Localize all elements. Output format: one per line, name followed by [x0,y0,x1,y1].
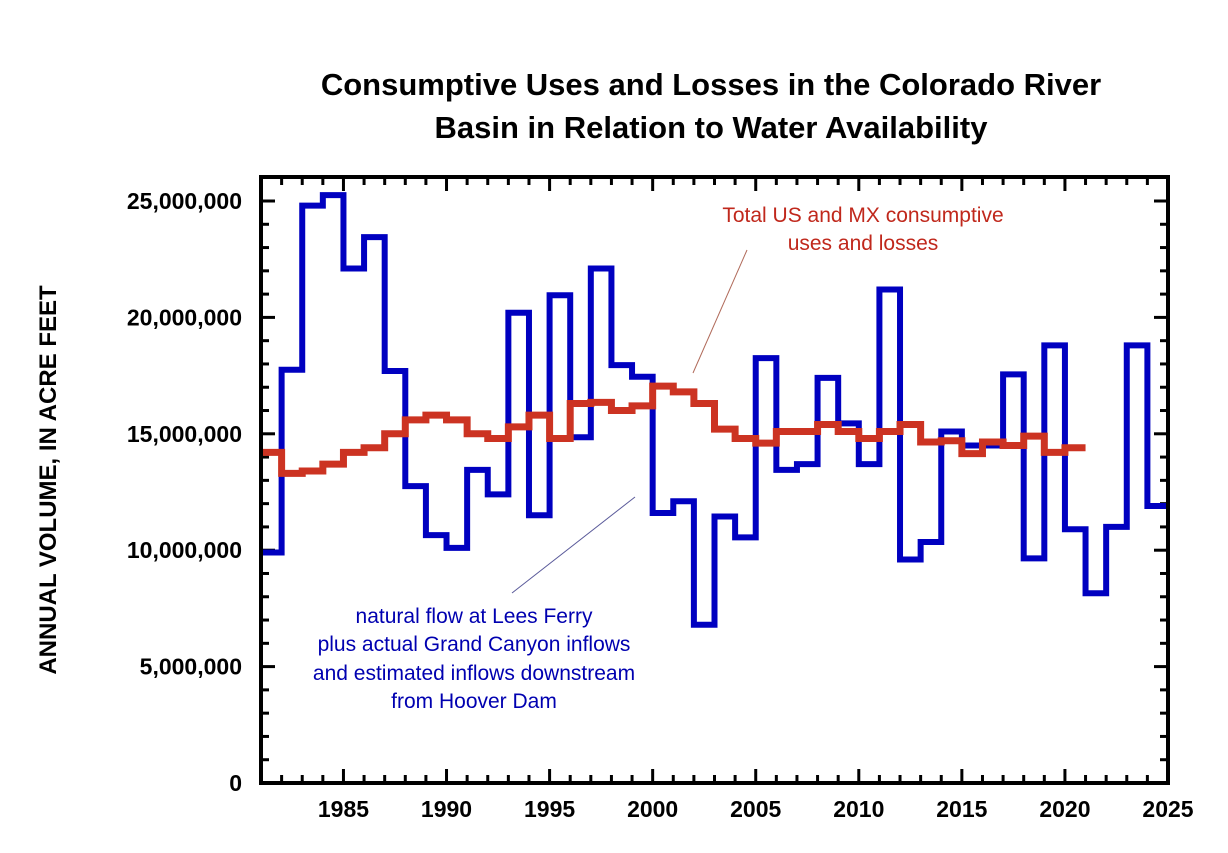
annotation-pointer-blue [511,496,636,594]
y-tick-label: 10,000,000 [127,537,242,563]
plot-frame [259,175,1170,785]
annotation-blue-line-4: from Hoover Dam [391,690,557,713]
y-tick-label: 15,000,000 [127,421,242,447]
annotation-blue-line-2: plus actual Grand Canyon inflows [318,633,631,656]
y-tick-label: 0 [229,770,242,796]
x-tick-label: 1990 [421,796,472,822]
x-tick-label: 2005 [730,796,781,822]
annotation-red-line-1: Total US and MX consumptive [722,204,1003,227]
y-tick-label: 25,000,000 [127,188,242,214]
annotation-blue-line-1: natural flow at Lees Ferry [356,605,593,628]
natural-flow-series [261,192,1168,628]
annotation-pointer-red [692,249,748,374]
x-tick-label: 2025 [1142,796,1193,822]
consumptive-use-series [261,382,1086,477]
series-layer [261,192,1168,628]
x-tick-label: 1985 [318,796,369,822]
x-tick-label: 2010 [833,796,884,822]
x-tick-label: 2015 [936,796,987,822]
annotation-blue-line-3: and estimated inflows downstream [313,662,635,685]
natural-flow-series-line [261,192,1168,628]
chart-title-line-1: Consumptive Uses and Losses in the Color… [321,67,1101,102]
x-tick-label: 1995 [524,796,575,822]
annotation-red-line-2: uses and losses [788,232,939,255]
chart-title: Consumptive Uses and Losses in the Color… [321,67,1101,145]
annotation-consumptive: Total US and MX consumptive uses and los… [692,204,1004,374]
consumptive-use-series-line [261,382,1086,477]
x-tick-label: 2000 [627,796,678,822]
y-tick-label: 5,000,000 [140,654,242,680]
axis-tick-labels: 1985 1990 1995 2000 2005 2010 2015 2020 2025 0 5,0… [127,188,1194,822]
y-axis-label: ANNUAL VOLUME, IN ACRE FEET [35,285,62,675]
y-tick-label: 20,000,000 [127,304,242,330]
annotation-natural-flow: natural flow at Lees Ferry plus actual G… [313,496,636,713]
chart-title-line-2: Basin in Relation to Water Availability [435,110,989,145]
x-tick-label: 2020 [1039,796,1090,822]
